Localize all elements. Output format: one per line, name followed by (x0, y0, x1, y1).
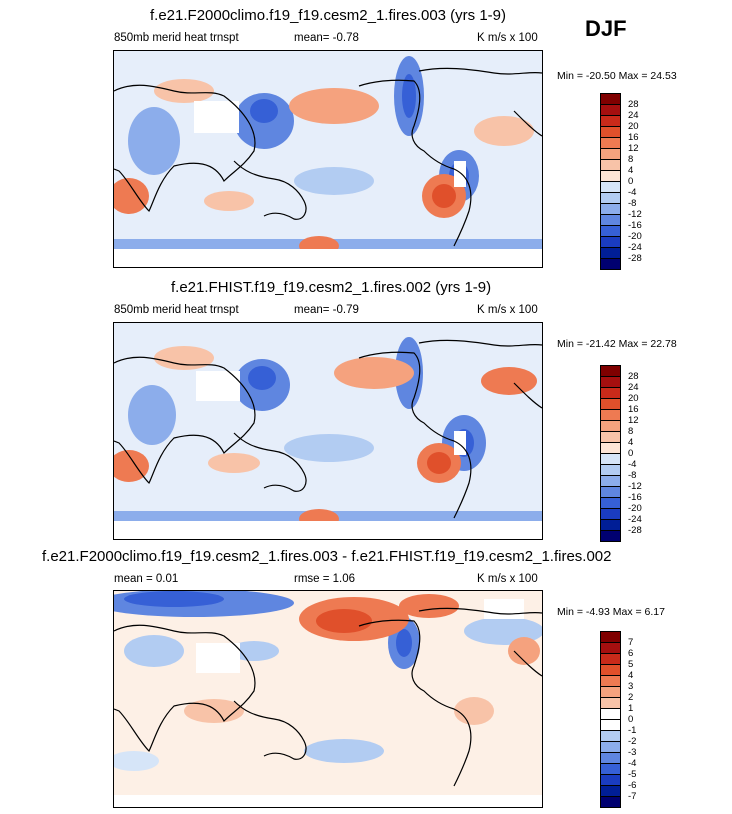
panel-3-units-label: K m/s x 100 (477, 573, 538, 585)
panel-3-field (114, 591, 542, 807)
colorbar-label: -28 (628, 253, 642, 264)
colorbar-label: 24 (628, 110, 639, 121)
panel-2-map (113, 322, 543, 540)
colorbar-label: 12 (628, 143, 639, 154)
colorbar-label: -24 (628, 514, 642, 525)
colorbar-label: -6 (628, 780, 637, 791)
panel-2-title: f.e21.FHIST.f19_f19.cesm2_1.fires.002 (y… (171, 279, 492, 296)
panel-3-rmse-label: rmse = 1.06 (294, 573, 356, 585)
colorbar-label: 4 (628, 165, 634, 176)
panel-3-title: f.e21.F2000climo.f19_f19.cesm2_1.fires.0… (42, 548, 612, 565)
colorbar-label: -12 (628, 209, 642, 220)
colorbar-label: 20 (628, 121, 639, 132)
colorbar-label: -4 (628, 758, 637, 769)
colorbar-label: 5 (628, 659, 634, 670)
panel-1-variable-label: 850mb merid heat trnspt (114, 32, 239, 44)
colorbar-label: -2 (628, 736, 637, 747)
colorbar-label: 24 (628, 382, 639, 393)
season-label: DJF (585, 16, 627, 41)
colorbar-label: 4 (628, 670, 634, 681)
colorbar-label: 0 (628, 448, 634, 459)
panel-1-title: f.e21.F2000climo.f19_f19.cesm2_1.fires.0… (150, 7, 507, 24)
colorbar-label: -4 (628, 187, 637, 198)
colorbar-label: -16 (628, 220, 642, 231)
colorbar-label: -8 (628, 470, 637, 481)
panel-1-minmax: Min = -20.50 Max = 24.53 (557, 70, 677, 82)
colorbar-label: 16 (628, 404, 639, 415)
colorbar-label: 8 (628, 154, 634, 165)
colorbar-label: -8 (628, 198, 637, 209)
panel-2-field (114, 323, 542, 539)
panel-2-units-label: K m/s x 100 (477, 304, 538, 316)
colorbar-label: 4 (628, 437, 634, 448)
colorbar-label: 0 (628, 714, 634, 725)
colorbar-label: 12 (628, 415, 639, 426)
colorbar-label: 16 (628, 132, 639, 143)
colorbar-label: -5 (628, 769, 637, 780)
colorbar-label: 28 (628, 99, 639, 110)
colorbar-label: -24 (628, 242, 642, 253)
panel-2-mean-label: mean= -0.79 (294, 304, 359, 316)
panel-1-field (114, 51, 542, 267)
panel-2-variable-label: 850mb merid heat trnspt (114, 304, 239, 316)
colorbar-label: 3 (628, 681, 634, 692)
colorbar-swatch (600, 258, 621, 270)
colorbar-label: -12 (628, 481, 642, 492)
colorbar-label: -20 (628, 231, 642, 242)
panel-3-map (113, 590, 543, 808)
panel-1-map (113, 50, 543, 268)
colorbar-label: -28 (628, 525, 642, 536)
panel-3-minmax: Min = -4.93 Max = 6.17 (557, 606, 665, 618)
colorbar-swatch (600, 530, 621, 542)
panel-3-mean-label: mean = 0.01 (114, 573, 179, 585)
colorbar-label: 0 (628, 176, 634, 187)
panel-2-minmax: Min = -21.42 Max = 22.78 (557, 338, 677, 350)
colorbar-label: -1 (628, 725, 637, 736)
colorbar-label: 20 (628, 393, 639, 404)
colorbar-label: -7 (628, 791, 637, 802)
panel-1-units-label: K m/s x 100 (477, 32, 538, 44)
panel-1-mean-label: mean= -0.78 (294, 32, 359, 44)
colorbar-label: 28 (628, 371, 639, 382)
colorbar-label: -3 (628, 747, 637, 758)
colorbar-label: -16 (628, 492, 642, 503)
colorbar-label: 2 (628, 692, 634, 703)
colorbar-swatch (600, 796, 621, 808)
colorbar-label: -20 (628, 503, 642, 514)
colorbar-label: 1 (628, 703, 634, 714)
colorbar-label: -4 (628, 459, 637, 470)
colorbar-label: 7 (628, 637, 634, 648)
colorbar-label: 8 (628, 426, 634, 437)
colorbar-label: 6 (628, 648, 634, 659)
